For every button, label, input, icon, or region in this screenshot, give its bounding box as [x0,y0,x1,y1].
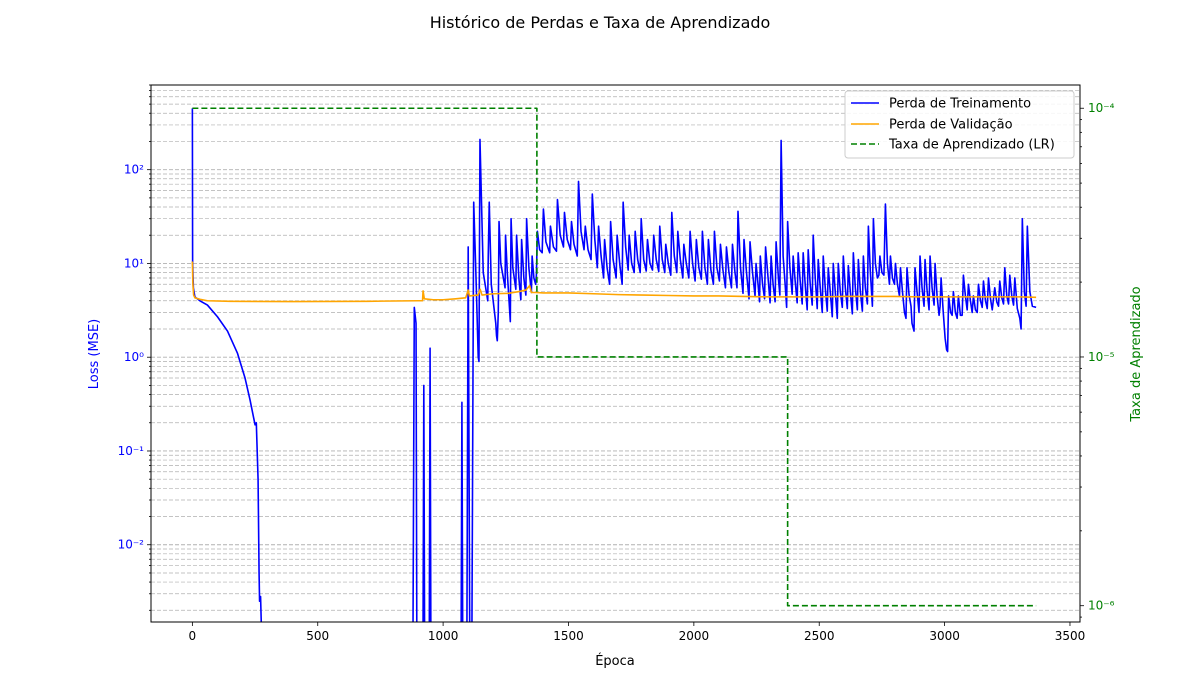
y2-tick-label: 10⁻⁴ [1088,101,1115,115]
legend: Perda de Treinamento Perda de Validação … [844,90,1075,159]
legend-entry-val: Perda de Validação [889,118,1013,133]
x-tick-label: 1500 [553,629,584,643]
series-line-lr [192,107,1037,607]
y-tick-label: 10² [124,163,144,177]
y-axis-right: 10⁻⁶ 10⁻⁵ 10⁻⁴ [1080,101,1115,618]
x-axis: 0 500 1000 1500 2000 2500 3000 3500 [189,622,1086,643]
x-tick-label: 500 [306,629,329,643]
series-line-train [191,108,1037,622]
x-tick-label: 2000 [679,629,710,643]
y2-axis-title: Taxa de Aprendizado [1129,286,1144,422]
y2-tick-label: 10⁻⁵ [1088,350,1115,364]
legend-entry-train: Perda de Treinamento [889,97,1031,112]
y-tick-label: 10¹ [124,256,144,270]
plot-frame [150,84,1081,623]
y-axis-title: Loss (MSE) [87,319,102,389]
x-tick-label: 2500 [804,629,835,643]
chart-title: Histórico de Perdas e Taxa de Aprendizad… [430,13,771,32]
y-tick-label: 10⁻² [118,538,145,552]
x-tick-label: 0 [189,629,197,643]
series-line-val [191,261,1037,303]
x-tick-label: 3500 [1055,629,1086,643]
legend-box [844,90,1075,159]
y-tick-label: 10⁰ [124,350,144,364]
legend-entry-lr: Taxa de Aprendizado (LR) [888,138,1055,153]
x-tick-label: 3000 [929,629,960,643]
x-axis-title: Época [595,653,635,669]
x-tick-label: 1000 [428,629,459,643]
y-tick-label: 10⁻¹ [118,444,145,458]
y2-tick-label: 10⁻⁶ [1088,599,1115,613]
y-axis-left: 10⁻² 10⁻¹ 10⁰ 10¹ 10² [118,84,151,611]
series-layer [191,107,1037,622]
